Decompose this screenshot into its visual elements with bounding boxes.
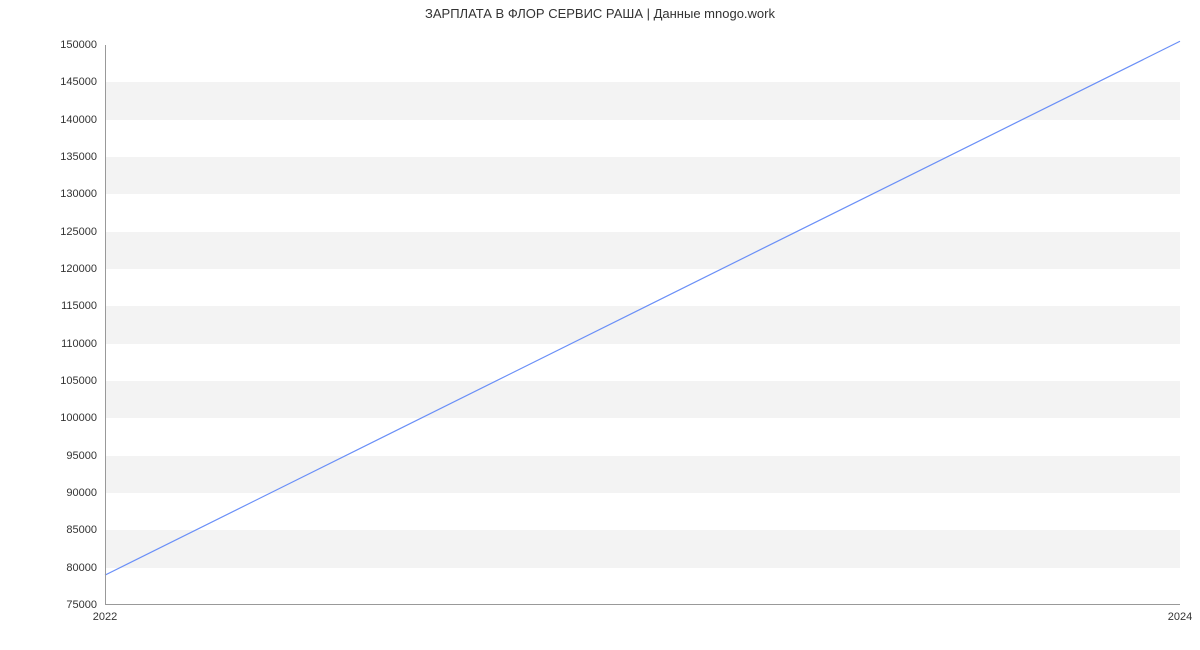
- y-tick-label: 90000: [37, 487, 97, 499]
- line-series-svg: [105, 45, 1180, 605]
- y-tick-label: 125000: [37, 226, 97, 238]
- y-tick-label: 80000: [37, 562, 97, 574]
- x-tick-label: 2024: [1168, 611, 1192, 623]
- y-tick-label: 85000: [37, 524, 97, 536]
- y-tick-label: 110000: [37, 338, 97, 350]
- y-tick-label: 135000: [37, 151, 97, 163]
- y-tick-label: 120000: [37, 263, 97, 275]
- y-tick-label: 145000: [37, 76, 97, 88]
- y-tick-label: 115000: [37, 300, 97, 312]
- y-tick-label: 105000: [37, 375, 97, 387]
- salary-line-chart: ЗАРПЛАТА В ФЛОР СЕРВИС РАША | Данные mno…: [0, 0, 1200, 650]
- y-tick-label: 95000: [37, 450, 97, 462]
- chart-title: ЗАРПЛАТА В ФЛОР СЕРВИС РАША | Данные mno…: [0, 6, 1200, 21]
- y-tick-label: 100000: [37, 412, 97, 424]
- y-tick-label: 150000: [37, 39, 97, 51]
- x-tick-label: 2022: [93, 611, 117, 623]
- y-tick-label: 75000: [37, 599, 97, 611]
- y-tick-label: 140000: [37, 114, 97, 126]
- plot-area: [105, 45, 1180, 605]
- y-tick-label: 130000: [37, 188, 97, 200]
- series-salary: [105, 41, 1180, 575]
